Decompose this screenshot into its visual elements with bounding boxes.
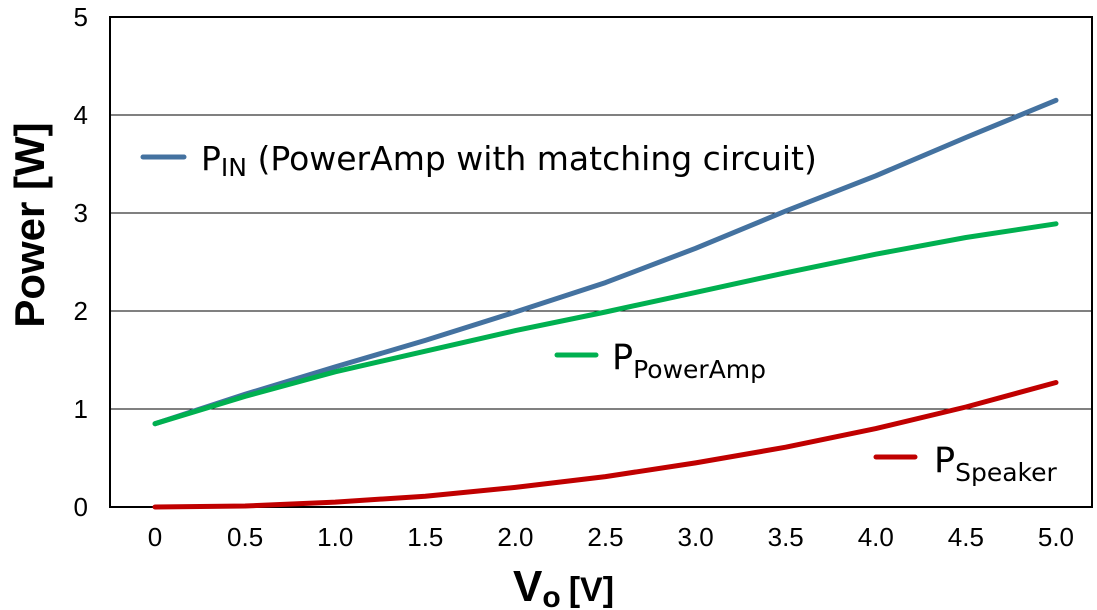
y-tick-label-2: 2	[74, 296, 88, 326]
x-tick-label-10: 5.0	[1038, 522, 1074, 552]
series-line-ppa	[152, 221, 1059, 427]
y-tick-label-1: 1	[74, 394, 88, 424]
grid-lines	[110, 114, 1092, 410]
x-tick-label-6: 3.0	[678, 522, 714, 552]
x-tick-label-4: 2.0	[497, 522, 533, 552]
x-tick-label-5: 2.5	[587, 522, 623, 552]
x-tick-label-1: 0.5	[227, 522, 263, 552]
x-tick-label-7: 3.5	[768, 522, 804, 552]
legend-ppa: PPowerAmp	[554, 338, 766, 384]
x-tick-label-3: 1.5	[407, 522, 443, 552]
plot-frame	[109, 16, 1093, 508]
series-line-pin	[152, 97, 1059, 427]
x-axis-title: Vo [V]	[513, 562, 614, 610]
x-axis-title-main: V	[513, 562, 543, 610]
legend-label-psp: PSpeaker	[934, 441, 1058, 487]
x-tick-label-9: 4.5	[948, 522, 984, 552]
legend-label-ppa: PPowerAmp	[612, 338, 766, 384]
y-axis-title: Power [W]	[6, 122, 53, 327]
legend-sub-ppa: PowerAmp	[633, 355, 766, 384]
legend-main-pin: P	[201, 139, 221, 178]
x-tick-labels: 0 0.5 1.0 1.5 2.0 2.5 3.0 3.5 4.0 4.5 5.0	[148, 522, 1074, 552]
legend-sub-pin: IN	[221, 153, 247, 182]
series-line-psp	[152, 380, 1059, 510]
legend-main-psp: P	[934, 441, 955, 481]
x-tick-label-0: 0	[148, 522, 162, 552]
legend-psp: PSpeaker	[873, 441, 1058, 487]
legend-pin: PIN (PowerAmp with matching circuit)	[140, 139, 817, 182]
legend-sub-psp: Speaker	[955, 458, 1057, 487]
x-tick-label-2: 1.0	[317, 522, 353, 552]
legend-label-pin: PIN (PowerAmp with matching circuit)	[201, 139, 817, 182]
y-tick-label-5: 5	[74, 2, 88, 32]
x-axis-title-unit: [V]	[569, 571, 614, 609]
series-layer	[152, 97, 1059, 510]
x-tick-label-8: 4.0	[858, 522, 894, 552]
y-tick-label-4: 4	[74, 100, 88, 130]
legend-rest-pin: (PowerAmp with matching circuit)	[247, 139, 817, 178]
y-tick-label-0: 0	[74, 492, 88, 522]
y-tick-label-3: 3	[74, 198, 88, 228]
x-axis-title-sub: o	[542, 581, 560, 610]
y-tick-labels: 0 1 2 3 4 5	[74, 2, 88, 522]
legend-main-ppa: P	[612, 338, 633, 378]
